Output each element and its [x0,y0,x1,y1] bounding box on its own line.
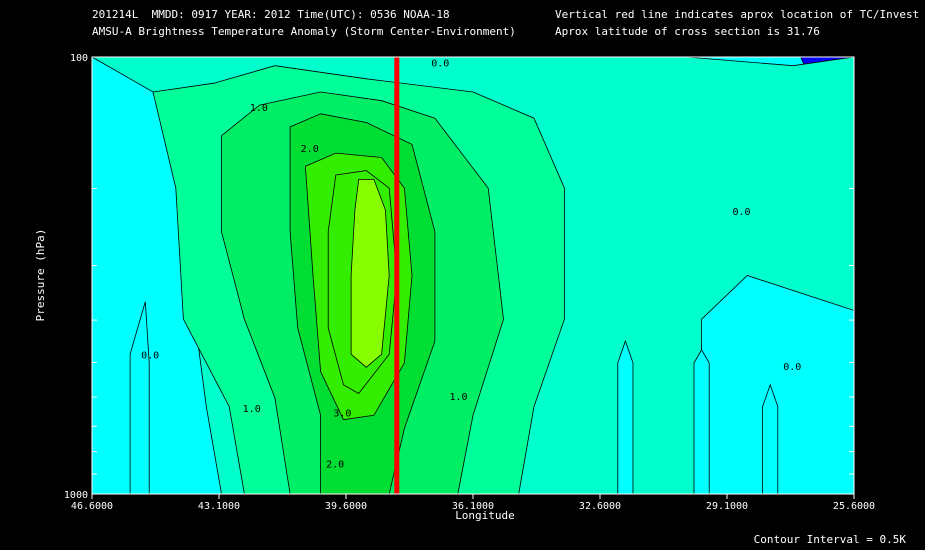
y-tick-label: 100 [70,53,88,64]
x-axis-label: Longitude [455,509,515,522]
y-tick-label: 1000 [64,490,88,501]
contour-labels: 0.0 1.0 2.0 0.0 0.0 1.0 3.0 1.0 0.0 2.0 [141,58,801,470]
x-tick-label: 32.6000 [579,501,621,512]
header-line1-left: 201214L MMDD: 0917 YEAR: 2012 Time(UTC):… [92,8,450,21]
contour-label: 0.0 [783,362,801,373]
contour-label: 3.0 [333,409,351,420]
x-tick-label: 36.1000 [452,501,494,512]
y-axis-ticks: 100 1000 [64,53,854,501]
header-line1-right: Vertical red line indicates aprox locati… [555,8,920,21]
x-tick-label: 46.6000 [71,501,113,512]
contour-label: 1.0 [243,404,261,415]
contour-label: 0.0 [141,351,159,362]
x-tick-label: 25.6000 [833,501,875,512]
header-line2-right: Aprox latitude of cross section is 31.76 [555,25,820,38]
contour-cold-spike-right-2 [693,349,710,495]
contour-cold-spike-right-1 [617,339,634,495]
x-axis-ticks: 46.6000 43.1000 39.6000 36.1000 32.6000 29.10… [71,494,875,512]
contour-label: 1.0 [250,103,268,114]
contour-label: 2.0 [326,460,344,471]
contour-label: 0.0 [732,207,750,218]
contour-label: 0.0 [431,58,449,69]
x-tick-label: 39.6000 [325,501,367,512]
x-tick-label: 43.1000 [198,501,240,512]
y-axis-label: Pressure (hPa) [34,229,47,322]
header-line2-left: AMSU-A Brightness Temperature Anomaly (S… [92,25,516,38]
contour-label: 1.0 [449,392,467,403]
contour-fill-level-3-5 [350,179,390,368]
contour-interval-note: Contour Interval = 0.5K [754,533,907,546]
x-tick-label: 29.1000 [706,501,748,512]
contour-cold-spike-right-3 [762,383,779,495]
contour-fill-layers [90,56,855,495]
contour-label: 2.0 [301,144,319,155]
